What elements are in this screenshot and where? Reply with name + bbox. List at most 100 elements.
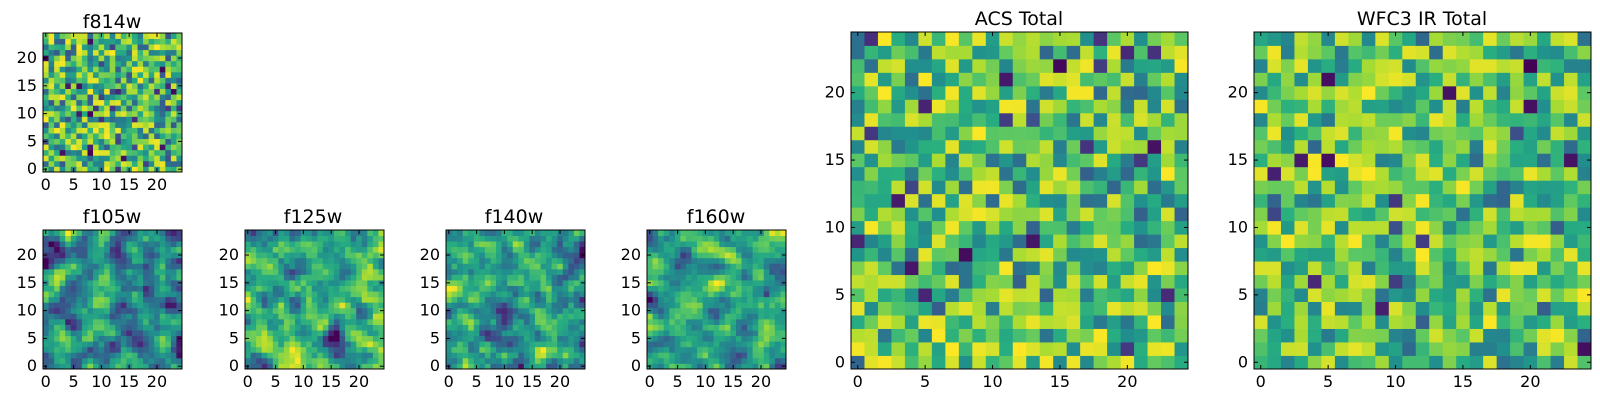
heatmap-cell — [1280, 288, 1295, 302]
heatmap-cell — [763, 363, 770, 370]
heatmap-cell — [719, 285, 726, 292]
heatmap-cell — [143, 263, 150, 270]
heatmap-cell — [1375, 139, 1390, 154]
heatmap-cell — [512, 263, 519, 270]
heatmap-cell — [1053, 193, 1068, 208]
heatmap-cell — [1107, 288, 1121, 302]
heatmap-cell — [1161, 342, 1175, 356]
heatmap-cell — [70, 83, 77, 89]
heatmap-cell — [267, 313, 274, 320]
heatmap-cell — [891, 220, 906, 235]
heatmap-cell — [573, 296, 580, 303]
heatmap-cell — [283, 307, 290, 314]
heatmap-cell — [546, 230, 553, 236]
heatmap-cell — [674, 302, 681, 309]
heatmap-cell — [1174, 180, 1189, 195]
heatmap-cell — [658, 352, 665, 359]
heatmap-cell — [669, 335, 676, 342]
heatmap-cell — [451, 302, 458, 309]
heatmap-cell — [1093, 247, 1108, 262]
heatmap-cell — [81, 318, 88, 325]
heatmap-cell — [1429, 355, 1444, 370]
heatmap-cell — [109, 44, 116, 51]
heatmap-cell — [65, 55, 72, 62]
heatmap-cell — [512, 274, 519, 281]
heatmap-cell — [1254, 220, 1268, 235]
heatmap-cell — [1053, 220, 1068, 235]
heatmap-cell — [104, 49, 111, 56]
heatmap-cell — [1388, 301, 1403, 316]
heatmap-cell — [350, 263, 357, 270]
heatmap-cell — [877, 274, 892, 289]
heatmap-cell — [473, 352, 480, 359]
heatmap-cell — [59, 341, 66, 348]
heatmap-cell — [446, 274, 452, 281]
heatmap-cell — [148, 307, 155, 314]
heatmap-cell — [557, 313, 564, 320]
heatmap-cell — [1483, 207, 1498, 222]
heatmap-cell — [719, 274, 726, 281]
heatmap-cell — [333, 352, 340, 359]
heatmap-cell — [479, 252, 486, 259]
heatmap-cell — [170, 166, 177, 173]
heatmap-cell — [1523, 99, 1538, 114]
heatmap-cell — [918, 58, 933, 73]
heatmap-cell — [1066, 139, 1081, 154]
heatmap-cell — [317, 318, 324, 325]
heatmap-cell — [159, 138, 166, 145]
heatmap-cell — [985, 166, 1000, 181]
heatmap-cell — [87, 280, 94, 286]
heatmap-cell — [1564, 45, 1578, 60]
heatmap-cell — [339, 302, 346, 309]
heatmap-cell — [446, 246, 452, 253]
heatmap-cell — [972, 166, 987, 181]
heatmap-cell — [272, 257, 279, 264]
heatmap-cell — [120, 71, 127, 78]
heatmap-cell — [176, 155, 183, 162]
heatmap-cell — [165, 230, 172, 236]
heatmap-cell — [702, 318, 709, 325]
heatmap-cell — [685, 241, 692, 248]
heatmap-cell — [985, 220, 1000, 235]
heatmap-cell — [747, 346, 754, 353]
heatmap-cell — [1120, 274, 1135, 289]
heatmap-cell — [170, 241, 177, 248]
heatmap-cell — [1375, 234, 1390, 249]
heatmap-cell — [350, 357, 357, 364]
heatmap-cell — [931, 207, 946, 222]
heatmap-cell — [70, 285, 77, 292]
heatmap-cell — [76, 49, 83, 56]
y-tick-label: 15 — [17, 273, 37, 292]
heatmap-cell — [697, 341, 703, 348]
heatmap-cell — [267, 302, 274, 309]
heatmap-cell — [339, 335, 346, 342]
heatmap-cell — [864, 139, 879, 154]
heatmap-cell — [945, 85, 960, 100]
heatmap-cell — [1093, 342, 1108, 356]
heatmap-cell — [551, 324, 558, 331]
heatmap-cell — [1348, 166, 1363, 181]
heatmap-cell — [730, 307, 737, 314]
heatmap-cell — [1348, 301, 1363, 316]
heatmap-cell — [462, 318, 469, 325]
heatmap-cell — [1093, 193, 1108, 208]
heatmap-cell — [1496, 207, 1511, 222]
heatmap-cell — [148, 324, 155, 331]
heatmap-cell — [345, 307, 352, 314]
heatmap-cell — [507, 341, 514, 348]
heatmap-cell — [490, 330, 497, 337]
heatmap-cell — [1496, 99, 1511, 114]
heatmap-cell — [562, 268, 569, 275]
heatmap-cell — [1254, 58, 1268, 73]
heatmap-cell — [1161, 207, 1175, 222]
heatmap-cell — [1174, 153, 1189, 168]
heatmap-cell — [137, 291, 144, 298]
heatmap-cell — [730, 280, 737, 286]
heatmap-cell — [176, 149, 183, 156]
heatmap-cell — [518, 352, 525, 359]
heatmap-cell — [1496, 180, 1511, 195]
heatmap-cell — [311, 330, 318, 337]
heatmap-cell — [663, 357, 670, 364]
heatmap-cell — [350, 352, 357, 359]
